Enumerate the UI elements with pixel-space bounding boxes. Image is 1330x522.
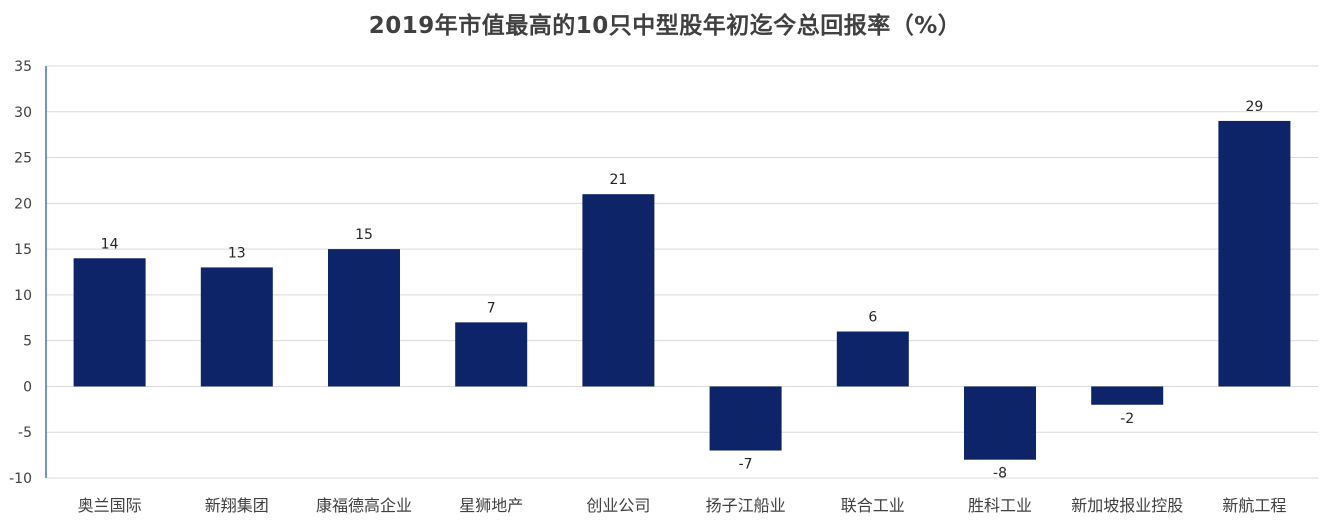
- data-label: 29: [1245, 99, 1263, 115]
- y-tick-label: 30: [14, 105, 32, 121]
- bar: [73, 258, 146, 387]
- bar: [455, 322, 528, 387]
- category-label: 新航工程: [1222, 496, 1286, 515]
- bar: [200, 267, 273, 387]
- chart-title: 2019年市值最高的10只中型股年初迄今总回报率（%）: [368, 13, 962, 39]
- category-label: 创业公司: [586, 496, 650, 515]
- category-label: 康福德高企业: [316, 496, 412, 515]
- category-label: 胜科工业: [968, 496, 1032, 515]
- category-label: 新翔集团: [205, 496, 269, 515]
- gridlines: [46, 65, 1318, 479]
- y-tick-label: 5: [23, 334, 32, 350]
- bar: [964, 386, 1036, 460]
- data-label: -7: [739, 457, 753, 473]
- data-label: 15: [355, 227, 373, 243]
- y-tick-label: -5: [18, 425, 32, 441]
- bars: [73, 120, 1291, 460]
- y-tick-label: 10: [14, 288, 32, 304]
- data-label: 13: [228, 245, 246, 261]
- y-tick-label: 35: [14, 59, 32, 75]
- bar: [328, 249, 400, 387]
- y-tick-label: 15: [14, 242, 32, 258]
- category-label: 星狮地产: [459, 496, 523, 515]
- category-label: 奥兰国际: [78, 496, 142, 515]
- bar: [709, 386, 782, 451]
- y-tick-label: 0: [23, 379, 32, 395]
- category-label: 扬子江船业: [706, 496, 786, 515]
- data-label: -8: [993, 466, 1007, 482]
- y-tick-label: 20: [14, 196, 32, 212]
- data-label: 7: [487, 300, 496, 316]
- data-label: 6: [868, 310, 877, 326]
- data-label: 21: [609, 172, 627, 188]
- x-axis-categories: 奥兰国际 新翔集团 康福德高企业 星狮地产 创业公司 扬子江船业 联合工业 胜科工业 新加坡报业…: [78, 496, 1287, 515]
- bar: [1218, 120, 1291, 387]
- category-label: 新加坡报业控股: [1071, 496, 1183, 515]
- y-axis-ticks: 35 30 25 20 15 10 5 0 -5 -10: [9, 59, 32, 487]
- data-label: 14: [101, 236, 119, 252]
- data-labels: 14 13 15 7 21 -7 6 -8 -2 29: [101, 99, 1264, 482]
- y-tick-label: -10: [9, 471, 32, 487]
- bar: [836, 331, 909, 387]
- category-label: 联合工业: [841, 496, 905, 515]
- data-label: -2: [1120, 411, 1134, 427]
- bar: [1091, 386, 1164, 405]
- y-tick-label: 25: [14, 151, 32, 167]
- bar: [582, 194, 655, 387]
